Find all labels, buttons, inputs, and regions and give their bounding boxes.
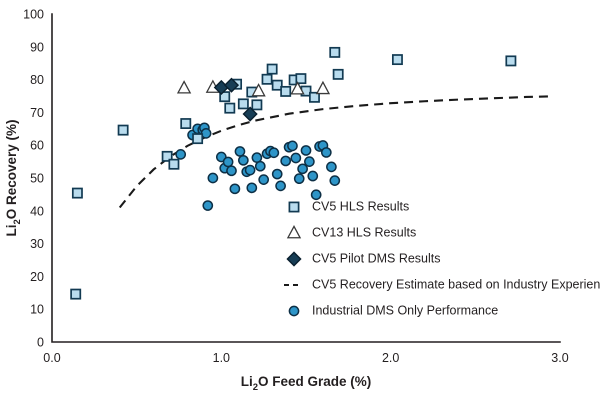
x-axis-tick-label: 0.0 [43,351,60,365]
data-point-diamond [242,106,258,122]
data-point-circle [226,165,237,177]
data-point-square [180,118,192,129]
data-point-circle [310,189,322,201]
y-axis-tick-label: 30 [30,237,44,251]
data-point-circle [202,200,214,211]
data-point-square [271,79,283,91]
data-point-square [505,55,517,67]
data-point-circle [326,161,337,173]
data-point-square [161,150,173,162]
data-point-circle [304,156,315,167]
data-point-circle [222,156,234,168]
data-point-circle [329,175,341,186]
data-point-circle [297,163,308,175]
data-point-circle [300,145,312,156]
data-point-circle [293,173,305,185]
legend-label: CV5 HLS Results [312,199,409,213]
data-point-circle [268,147,280,159]
data-point-circle [246,182,258,194]
data-point-square [168,158,180,170]
legend-triangle-icon [286,225,302,239]
data-point-circle [290,152,302,164]
data-point-circle [207,172,219,184]
data-point-circle [307,170,319,182]
legend-item[interactable]: CV5 Pilot DMS Results [286,251,441,267]
chart-legend: CV5 HLS Results CV13 HLS Results CV5 Pilot… [284,199,600,317]
data-point-square [71,187,83,199]
data-point-square [309,91,320,103]
legend-label: Industrial DMS Only Performance [312,303,498,317]
x-axis-tick-label: 3.0 [551,351,568,365]
data-point-square [224,102,236,114]
data-point-circle [234,146,246,157]
data-point-square [391,54,403,66]
legend-item[interactable]: CV5 Recovery Estimate based on Industry … [284,277,600,291]
data-point-square [266,63,278,75]
axis-lines [51,13,561,343]
data-point-circle [175,149,187,160]
data-point-triangle [176,80,192,94]
series-circle [175,122,341,211]
legend-label: CV5 Recovery Estimate based on Industry … [312,277,600,291]
data-point-square [280,85,292,97]
data-point-square [261,73,273,85]
y-axis-tick-label: 20 [30,270,44,284]
y-axis-tick-label: 40 [30,204,44,218]
data-points-layer [70,46,517,300]
data-point-circle [254,160,266,172]
data-point-circle [258,174,270,185]
data-point-circle [287,140,298,152]
data-point-circle [320,147,332,158]
legend-label: CV5 Pilot DMS Results [312,251,441,265]
legend-item[interactable]: Industrial DMS Only Performance [288,303,498,317]
data-point-circle [229,183,241,195]
x-axis-tick-label: 1.0 [213,351,230,365]
data-point-triangle [315,80,331,95]
y-axis-tick-label: 100 [23,8,44,22]
y-axis-tick-label: 10 [30,303,44,317]
data-point-circle [238,154,249,166]
y-axis-tick-label: 90 [30,40,44,54]
data-point-square [70,288,82,300]
legend-item[interactable]: CV5 HLS Results [288,199,409,213]
data-point-diamond [223,77,240,93]
legend-item[interactable]: CV13 HLS Results [286,225,416,239]
axis-labels: Li2O Feed Grade (%) Li2O Recovery (%) [4,119,371,393]
y-axis-tick-label: 70 [30,106,44,120]
data-point-circle [244,164,256,176]
data-point-circle [280,155,292,167]
series-diamond [213,77,258,122]
axes: 0 10 20 30 40 50 60 70 80 90 100 0.0 1.0 2.0 3.0 [23,8,569,366]
x-axis-tick-label: 2.0 [382,351,399,365]
x-axis-title: Li2O Feed Grade (%) [241,374,372,393]
data-point-square [332,68,344,80]
legend-diamond-icon [286,251,302,267]
series-square [70,46,517,300]
data-point-square [329,46,341,58]
legend-square-icon [288,201,300,213]
data-point-square [237,98,249,110]
y-axis-tick-label: 80 [30,73,44,87]
data-point-square [251,99,263,111]
data-point-square [219,91,231,103]
legend-label: CV13 HLS Results [312,225,416,239]
y-axis-title: Li2O Recovery (%) [4,119,23,236]
y-axis-tick-label: 60 [30,139,44,153]
data-point-circle [275,180,286,192]
series-triangle [176,79,331,97]
data-point-square [295,73,307,85]
data-point-circle [271,168,283,180]
data-point-triangle [251,83,266,97]
y-axis-tick-label: 0 [37,336,44,350]
data-point-square [192,133,204,145]
data-point-triangle [290,81,305,95]
y-axis-tick-label: 50 [30,172,44,186]
data-point-square [117,124,129,136]
legend-circle-icon [288,305,300,317]
